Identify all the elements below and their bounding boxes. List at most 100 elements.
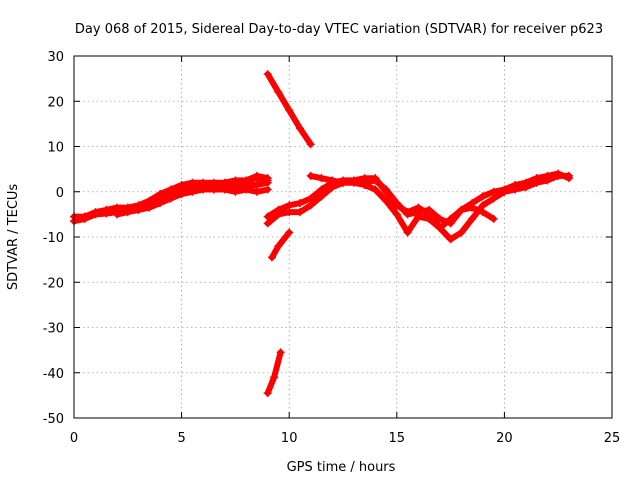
data-point: [328, 183, 337, 192]
data-point: [177, 190, 186, 199]
data-point: [242, 176, 251, 185]
data-point: [166, 185, 175, 194]
data-point: [511, 180, 520, 189]
data-point: [263, 219, 272, 228]
ticks: [73, 55, 613, 419]
series-layer: [70, 70, 573, 398]
data-point: [328, 176, 337, 185]
data-point: [220, 183, 229, 192]
data-point: [285, 201, 294, 210]
data-point: [267, 253, 276, 262]
data-point: [209, 185, 218, 194]
data-point: [274, 88, 283, 97]
y-axis-label: SDTVAR / TECUs: [6, 184, 21, 291]
data-point: [521, 178, 530, 187]
data-point: [468, 214, 477, 223]
data-point: [231, 180, 240, 189]
data-point: [295, 124, 304, 133]
y-tick-label: 0: [56, 186, 64, 201]
data-point: [145, 203, 154, 212]
data-point: [317, 174, 326, 183]
data-point: [252, 187, 261, 196]
data-point: [554, 169, 563, 178]
x-tick-label: 0: [70, 431, 78, 446]
data-point: [274, 242, 283, 251]
data-point: [425, 210, 434, 219]
data-point: [231, 187, 240, 196]
data-point: [489, 214, 498, 223]
data-point: [285, 208, 294, 217]
series-trace-7: [263, 348, 285, 398]
y-tick-label: 20: [47, 95, 64, 110]
data-point: [306, 171, 315, 180]
data-point: [339, 178, 347, 187]
x-tick-label: 15: [389, 431, 406, 446]
series-line: [264, 349, 284, 397]
x-tick-label: 10: [281, 431, 298, 446]
data-point: [392, 210, 401, 219]
data-point: [382, 187, 391, 196]
y-tick-label: 30: [47, 50, 64, 65]
data-point: [209, 178, 218, 187]
data-point: [403, 228, 412, 237]
y-tick-labels: 30 20 10 0 -10 -20 -30 -40 -50: [43, 50, 64, 427]
data-point: [295, 199, 304, 208]
data-point: [285, 106, 294, 115]
data-point: [382, 196, 391, 205]
data-point: [242, 185, 251, 194]
data-point: [457, 228, 466, 237]
data-point: [252, 180, 261, 189]
data-point: [446, 235, 455, 244]
data-point: [113, 210, 122, 219]
data-point: [489, 187, 498, 196]
data-point: [435, 214, 444, 223]
data-point: [199, 185, 208, 194]
x-tick-labels: 0 5 10 15 20 25: [70, 431, 620, 446]
data-point: [306, 201, 315, 210]
data-point: [446, 214, 455, 223]
data-point: [403, 208, 412, 217]
data-point: [317, 185, 326, 194]
y-tick-label: -20: [43, 276, 64, 291]
data-point: [564, 174, 573, 183]
data-point: [306, 140, 315, 149]
data-point: [285, 228, 294, 237]
series-line: [269, 229, 293, 261]
data-point: [532, 174, 541, 183]
y-tick-label: 10: [47, 141, 64, 156]
data-point: [468, 199, 477, 208]
series-trace-3: [113, 185, 272, 219]
data-point: [166, 194, 175, 203]
data-point: [478, 201, 487, 210]
data-point: [360, 180, 369, 189]
data-point: [543, 171, 552, 180]
data-point: [263, 185, 272, 194]
data-point: [435, 223, 444, 232]
data-point: [270, 373, 279, 382]
data-point: [274, 210, 283, 219]
data-point: [263, 212, 272, 221]
data-point: [371, 174, 380, 183]
data-point: [145, 196, 154, 205]
data-point: [80, 212, 89, 221]
data-point: [188, 178, 197, 187]
y-tick-label: -10: [43, 231, 64, 246]
series-trace-10: [306, 169, 573, 232]
data-point: [457, 205, 466, 214]
data-point: [500, 185, 509, 194]
data-point: [102, 205, 111, 214]
data-point: [414, 203, 423, 212]
x-tick-label: 25: [604, 431, 621, 446]
data-point: [263, 176, 272, 185]
series-trace-5: [263, 70, 315, 149]
data-point: [199, 178, 208, 187]
data-point: [306, 194, 315, 203]
chart-title: Day 068 of 2015, Sidereal Day-to-day VTE…: [75, 22, 603, 37]
series-trace-4: [209, 174, 272, 194]
data-point: [489, 194, 498, 203]
data-point: [478, 192, 487, 201]
data-point: [252, 174, 261, 183]
data-point: [317, 192, 326, 201]
series-trace-6: [267, 228, 294, 262]
